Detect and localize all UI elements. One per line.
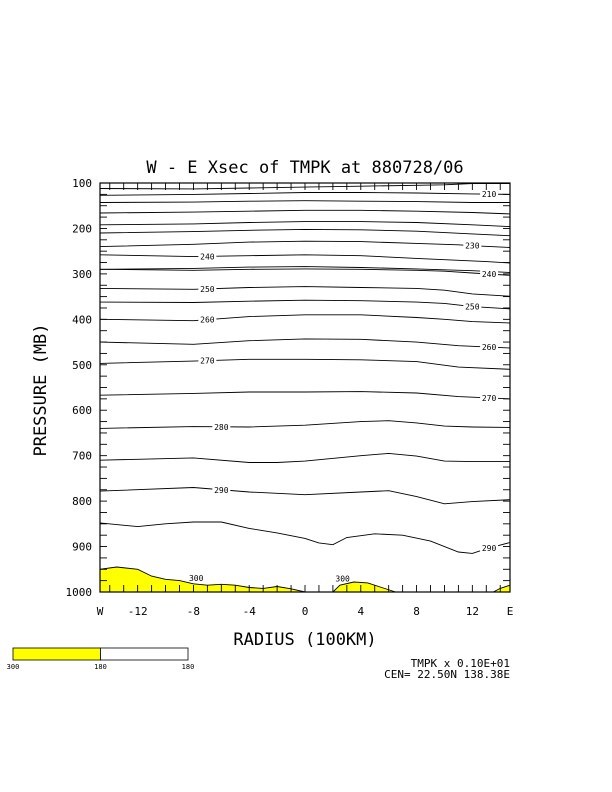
contour-line-19 xyxy=(99,521,511,554)
contour-label-15: 270 xyxy=(482,394,497,403)
contour-line-7 xyxy=(99,254,511,264)
contour-line-16 xyxy=(99,420,511,429)
x-tick-label: 4 xyxy=(357,605,364,618)
contour-line-8 xyxy=(99,266,511,273)
contour-label-bg-14 xyxy=(198,356,217,365)
contour-label-1: 210 xyxy=(482,190,497,199)
x-tick-label: -4 xyxy=(243,605,257,618)
tick-marks xyxy=(100,182,510,593)
contour-line-6 xyxy=(99,240,511,248)
contour-line-5 xyxy=(99,228,511,237)
contour-label-bg-11 xyxy=(463,302,482,311)
contour-label-11: 250 xyxy=(465,303,480,312)
x-tick-label: 8 xyxy=(413,605,420,618)
contour-label-16: 280 xyxy=(214,423,229,432)
y-tick-label: 300 xyxy=(72,268,92,281)
contour-label-bg-19 xyxy=(480,544,499,553)
contour-label-bg-16 xyxy=(212,422,231,431)
contour-line-11 xyxy=(99,299,511,310)
fill-region-2 xyxy=(493,584,511,593)
contour-label-7: 240 xyxy=(200,252,215,261)
contour-label-bg-9 xyxy=(480,269,499,278)
contour-label-bg-12 xyxy=(198,315,217,324)
x-tick-label: 12 xyxy=(466,605,479,618)
contour-line-15 xyxy=(99,391,511,400)
fill-label-1: 300 xyxy=(335,575,350,584)
y-axis-label: PRESSURE (MB) xyxy=(31,323,51,456)
y-tick-label: 500 xyxy=(72,359,92,372)
contour-label-10: 250 xyxy=(200,285,215,294)
contour-line-17 xyxy=(99,452,510,463)
contour-label-14: 270 xyxy=(200,357,215,366)
y-tick-label: 600 xyxy=(72,404,92,417)
y-tick-label: 400 xyxy=(72,313,92,326)
contour-label-bg-6 xyxy=(463,241,482,250)
x-tick-label: E xyxy=(507,605,514,618)
y-tick-label: 1000 xyxy=(66,586,93,599)
contour-line-3 xyxy=(99,209,511,215)
contour-label-bg-15 xyxy=(480,393,499,402)
contour-line-18 xyxy=(99,487,511,505)
x-tick-label: -12 xyxy=(128,605,148,618)
y-tick-label: 100 xyxy=(72,177,92,190)
contour-label-bg-1 xyxy=(480,190,499,199)
colorbar: 300 180 180 xyxy=(7,647,195,671)
info-line-1: TMPK x 0.10E+01 xyxy=(411,657,510,670)
contour-label-19: 290 xyxy=(482,544,497,553)
contour-line-12 xyxy=(99,314,511,324)
colorbar-label-1: 180 xyxy=(94,663,107,671)
colorbar-segment-1 xyxy=(100,647,189,661)
contour-label-13: 260 xyxy=(482,343,497,352)
contour-line-10 xyxy=(99,286,511,297)
fill-label-0: 300 xyxy=(189,574,204,583)
contour-line-2 xyxy=(99,200,510,203)
y-tick-label: 900 xyxy=(72,541,92,554)
contour-line-1 xyxy=(99,192,511,196)
contour-line-4 xyxy=(99,221,511,228)
colorbar-label-0: 300 xyxy=(7,663,20,671)
y-tick-labels: 100 200 300 400 500 600 700 800 900 1000 xyxy=(66,177,93,599)
contour-label-bg-10 xyxy=(198,284,217,293)
contour-line-14 xyxy=(99,358,511,370)
y-tick-label: 800 xyxy=(72,495,92,508)
chart-title: W - E Xsec of TMPK at 880728/06 xyxy=(146,158,463,178)
contour-lines xyxy=(99,183,511,554)
info-line-2: CEN= 22.50N 138.38E xyxy=(384,668,510,681)
contour-label-bg-13 xyxy=(480,343,499,352)
contour-label-9: 240 xyxy=(482,270,497,279)
x-tick-label: -8 xyxy=(187,605,200,618)
colorbar-label-2: 180 xyxy=(182,663,195,671)
x-axis-label: RADIUS (100KM) xyxy=(233,630,376,650)
contour-labels: 300 300 210 230 240 240 250 250 260 260 270 270 280 2… xyxy=(189,190,499,584)
contour-label-6: 230 xyxy=(465,242,480,251)
contour-label-bg-18 xyxy=(212,485,231,494)
x-tick-label: 0 xyxy=(302,605,309,618)
contour-line-13 xyxy=(99,338,511,349)
x-tick-label: W xyxy=(97,605,104,618)
contour-label-12: 260 xyxy=(200,316,215,325)
x-tick-labels: W -12 -8 -4 0 4 8 12 E xyxy=(97,605,514,618)
contour-label-bg-7 xyxy=(198,252,217,261)
colorbar-segment-0 xyxy=(12,647,101,661)
y-tick-label: 200 xyxy=(72,222,92,235)
contour-line-9 xyxy=(99,268,511,276)
contour-label-18: 290 xyxy=(214,486,229,495)
y-tick-label: 700 xyxy=(72,450,92,463)
